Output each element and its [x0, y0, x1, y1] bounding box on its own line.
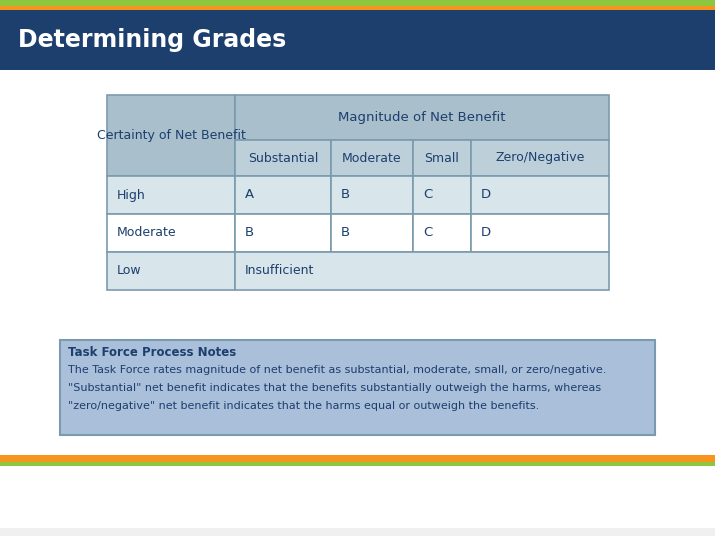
Bar [471, 140, 609, 176]
Text: Moderate: Moderate [117, 227, 177, 240]
Text: D: D [481, 227, 491, 240]
Bar [0, 462, 715, 466]
Bar [235, 140, 331, 176]
Text: "zero/negative" net benefit indicates that the harms equal or outweigh the benef: "zero/negative" net benefit indicates th… [68, 401, 539, 411]
Bar [413, 214, 471, 252]
Bar [107, 252, 235, 290]
Bar [107, 176, 235, 214]
Text: The Task Force rates magnitude of net benefit as substantial, moderate, small, o: The Task Force rates magnitude of net be… [68, 365, 606, 375]
Bar [0, 455, 715, 462]
Bar [235, 252, 609, 290]
Bar [413, 176, 471, 214]
Bar [107, 214, 235, 252]
Bar [0, 70, 715, 460]
Bar [0, 455, 715, 528]
Text: C: C [423, 189, 433, 202]
Bar [235, 214, 331, 252]
Bar [0, 6, 715, 10]
Text: Small: Small [425, 152, 460, 165]
Text: Low: Low [117, 264, 142, 278]
Text: Certainty of Net Benefit: Certainty of Net Benefit [97, 129, 245, 142]
Bar [331, 176, 413, 214]
Bar [471, 214, 609, 252]
Bar [471, 176, 609, 214]
Bar [235, 176, 331, 214]
Text: D: D [481, 189, 491, 202]
Bar [0, 0, 715, 6]
Text: A: A [245, 189, 254, 202]
Text: C: C [423, 227, 433, 240]
Bar [0, 10, 715, 70]
Bar [331, 140, 413, 176]
Text: Magnitude of Net Benefit: Magnitude of Net Benefit [338, 111, 506, 124]
Text: Zero/Negative: Zero/Negative [495, 152, 585, 165]
Text: B: B [341, 227, 350, 240]
Text: B: B [245, 227, 254, 240]
Bar [331, 214, 413, 252]
Text: Substantial: Substantial [248, 152, 318, 165]
Text: "Substantial" net benefit indicates that the benefits substantially outweigh the: "Substantial" net benefit indicates that… [68, 383, 601, 393]
Bar [0, 0, 715, 10]
Text: B: B [341, 189, 350, 202]
Bar [235, 95, 609, 140]
Text: Insufficient: Insufficient [245, 264, 315, 278]
Bar [107, 95, 235, 176]
Bar [413, 140, 471, 176]
Bar [60, 340, 655, 435]
Text: Task Force Process Notes: Task Force Process Notes [68, 346, 236, 360]
Text: Determining Grades: Determining Grades [18, 28, 286, 52]
Text: Moderate: Moderate [342, 152, 402, 165]
Text: High: High [117, 189, 146, 202]
